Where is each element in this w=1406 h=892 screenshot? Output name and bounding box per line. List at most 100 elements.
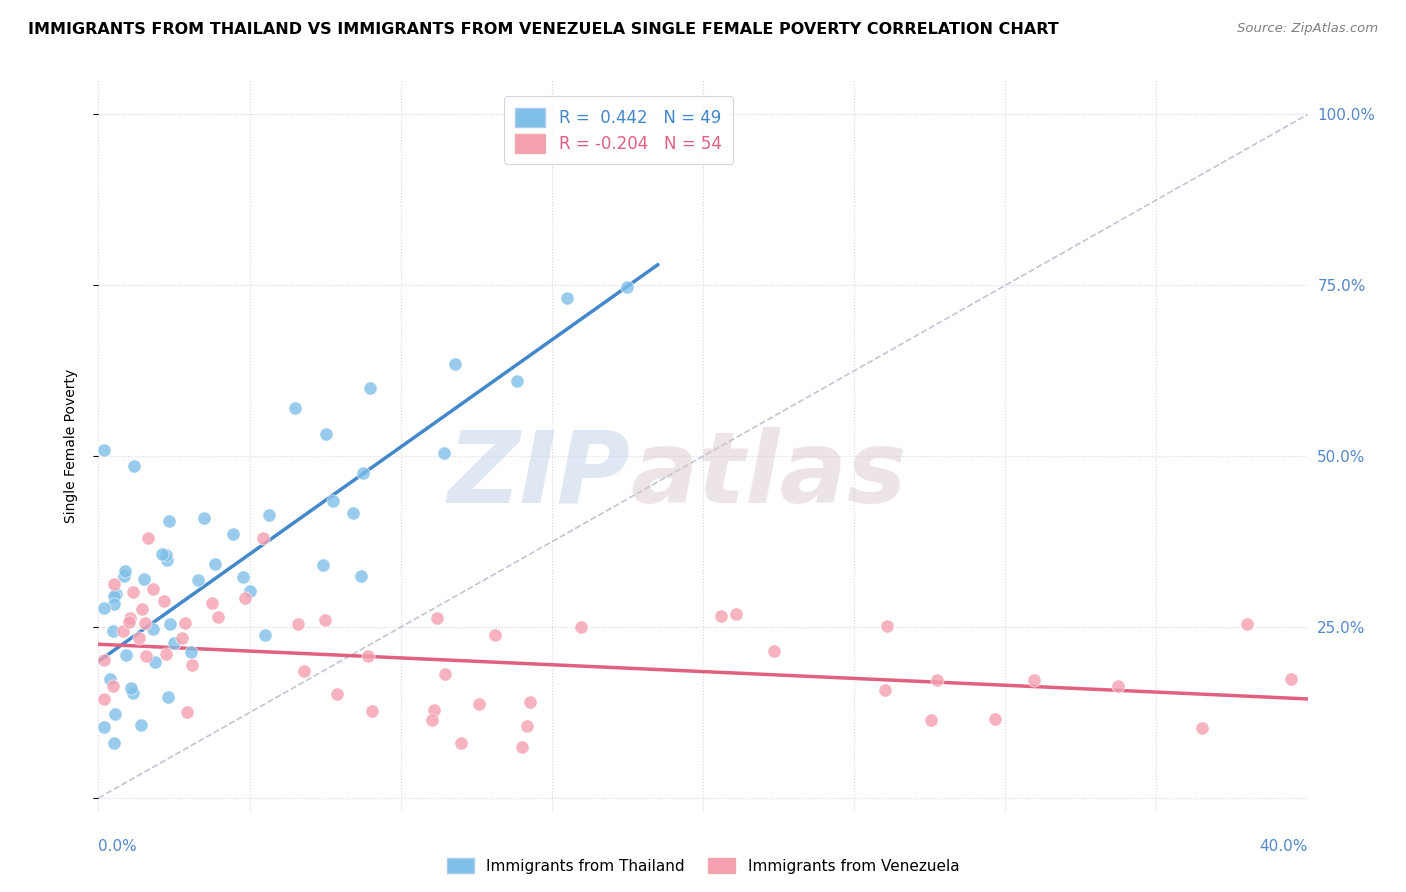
Point — [725, 607, 748, 622]
Point — [763, 644, 786, 658]
Point — [233, 591, 256, 605]
Point — [103, 577, 125, 591]
Point — [93, 442, 115, 457]
Point — [112, 624, 135, 639]
Point — [322, 494, 344, 508]
Point — [173, 616, 195, 631]
Point — [131, 601, 153, 615]
Point — [484, 628, 506, 642]
Point — [118, 611, 141, 625]
Point — [118, 615, 141, 630]
Point — [155, 648, 177, 662]
Text: 40.0%: 40.0% — [1260, 839, 1308, 854]
Point — [443, 357, 465, 371]
Point — [93, 601, 115, 615]
Point — [569, 620, 592, 634]
Point — [105, 587, 128, 601]
Point — [136, 531, 159, 545]
Point — [143, 655, 166, 669]
Point — [426, 611, 449, 625]
Point — [239, 584, 262, 599]
Point — [193, 511, 215, 525]
Point — [103, 589, 125, 603]
Point — [519, 695, 541, 709]
Point — [468, 697, 491, 711]
Point — [180, 645, 202, 659]
Point — [93, 691, 115, 706]
Point — [315, 426, 337, 441]
Point — [555, 291, 578, 305]
Point — [152, 594, 174, 608]
Point — [156, 690, 179, 704]
Point — [101, 624, 124, 638]
Point — [1236, 616, 1258, 631]
Point — [984, 712, 1007, 726]
Point — [360, 381, 382, 395]
Point — [120, 681, 142, 695]
Point — [201, 596, 224, 610]
Point — [159, 616, 181, 631]
Point — [920, 714, 942, 728]
Point — [710, 609, 733, 624]
Point — [98, 672, 121, 686]
Point — [134, 572, 156, 586]
Point — [433, 667, 456, 681]
Point — [135, 648, 157, 663]
Point — [142, 582, 165, 596]
Point — [155, 549, 177, 563]
Point — [232, 569, 254, 583]
Point — [150, 547, 173, 561]
Point — [510, 739, 533, 754]
Point — [254, 628, 277, 642]
Point — [142, 622, 165, 636]
Point — [114, 564, 136, 578]
Text: IMMIGRANTS FROM THAILAND VS IMMIGRANTS FROM VENEZUELA SINGLE FEMALE POVERTY CORR: IMMIGRANTS FROM THAILAND VS IMMIGRANTS F… — [28, 22, 1059, 37]
Point — [314, 613, 336, 627]
Point — [876, 619, 898, 633]
Point — [450, 736, 472, 750]
Point — [103, 736, 125, 750]
Point — [252, 531, 274, 545]
Point — [170, 631, 193, 645]
Point — [326, 687, 349, 701]
Point — [357, 648, 380, 663]
Point — [349, 568, 371, 582]
Point — [927, 673, 949, 688]
Point — [114, 569, 136, 583]
Point — [287, 617, 309, 632]
Point — [875, 683, 897, 698]
Legend: R =  0.442   N = 49, R = -0.204   N = 54: R = 0.442 N = 49, R = -0.204 N = 54 — [503, 96, 733, 164]
Point — [93, 653, 115, 667]
Point — [163, 635, 186, 649]
Text: 0.0%: 0.0% — [98, 839, 138, 854]
Point — [420, 713, 443, 727]
Point — [93, 720, 115, 734]
Point — [114, 648, 136, 663]
Point — [101, 679, 124, 693]
Point — [506, 374, 529, 388]
Point — [122, 686, 145, 700]
Text: ZIP: ZIP — [447, 426, 630, 524]
Point — [156, 553, 179, 567]
Point — [1191, 721, 1213, 735]
Point — [294, 664, 316, 678]
Point — [134, 615, 156, 630]
Point — [1107, 679, 1129, 693]
Point — [342, 506, 364, 520]
Point — [128, 632, 150, 646]
Point — [122, 459, 145, 474]
Point — [181, 657, 204, 672]
Point — [433, 446, 456, 460]
Point — [104, 706, 127, 721]
Point — [129, 718, 152, 732]
Point — [257, 508, 280, 522]
Point — [122, 584, 145, 599]
Point — [1022, 673, 1045, 687]
Point — [423, 703, 446, 717]
Point — [157, 514, 180, 528]
Point — [103, 598, 125, 612]
Point — [516, 719, 538, 733]
Text: atlas: atlas — [630, 426, 907, 524]
Point — [352, 467, 374, 481]
Point — [187, 574, 209, 588]
